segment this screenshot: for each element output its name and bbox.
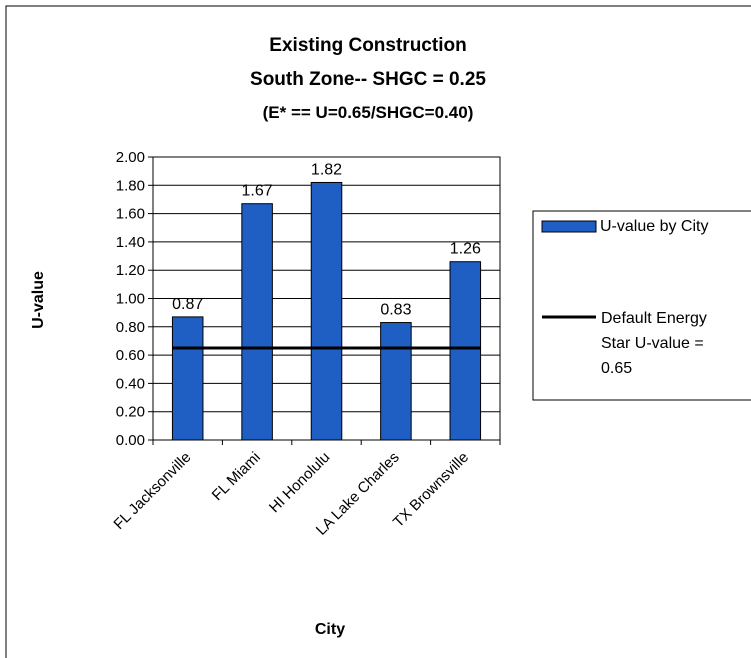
y-tick-label: 0.40 xyxy=(116,375,145,392)
x-axis-label: City xyxy=(315,621,345,638)
bar xyxy=(241,203,273,441)
y-tick-label: 2.00 xyxy=(116,149,145,166)
legend-swatch-u-value xyxy=(541,220,597,233)
legend-box xyxy=(532,210,751,401)
bar xyxy=(449,261,482,441)
y-tick-label: 0.20 xyxy=(116,404,145,421)
data-label: 1.26 xyxy=(450,241,481,258)
y-tick-label: 1.60 xyxy=(116,206,145,223)
y-tick-label: 1.00 xyxy=(116,291,145,308)
legend-label-reference-2: Star U-value = xyxy=(601,335,704,352)
y-tick-label: 1.40 xyxy=(116,234,145,251)
y-tick-label: 0.60 xyxy=(116,347,145,364)
axis-layer xyxy=(148,156,501,445)
bar xyxy=(310,181,343,441)
data-label: 1.67 xyxy=(242,183,273,200)
data-label: 0.83 xyxy=(380,302,411,319)
y-tick-label: 0.80 xyxy=(116,319,145,336)
chart-subtitle-2: (E* == U=0.65/SHGC=0.40) xyxy=(263,103,474,122)
bar xyxy=(380,322,412,441)
bar-layer xyxy=(171,181,482,441)
legend-label-reference-1: Default Energy xyxy=(601,310,707,327)
legend-label-reference-3: 0.65 xyxy=(601,360,632,377)
y-tick-label: 1.20 xyxy=(116,262,145,279)
legend: U-value by City Default Energy Star U-va… xyxy=(532,210,751,401)
bar xyxy=(171,316,204,441)
chart-subtitle: South Zone-- SHGC = 0.25 xyxy=(250,69,486,90)
data-label: 1.82 xyxy=(311,161,342,178)
chart-title: Existing Construction xyxy=(269,35,466,56)
data-label: 0.87 xyxy=(172,296,203,313)
y-tick-label: 1.80 xyxy=(116,177,145,194)
legend-label-u-value: U-value by City xyxy=(600,218,708,235)
y-tick-label: 0.00 xyxy=(116,432,145,449)
y-axis-label: U-value xyxy=(30,271,47,329)
